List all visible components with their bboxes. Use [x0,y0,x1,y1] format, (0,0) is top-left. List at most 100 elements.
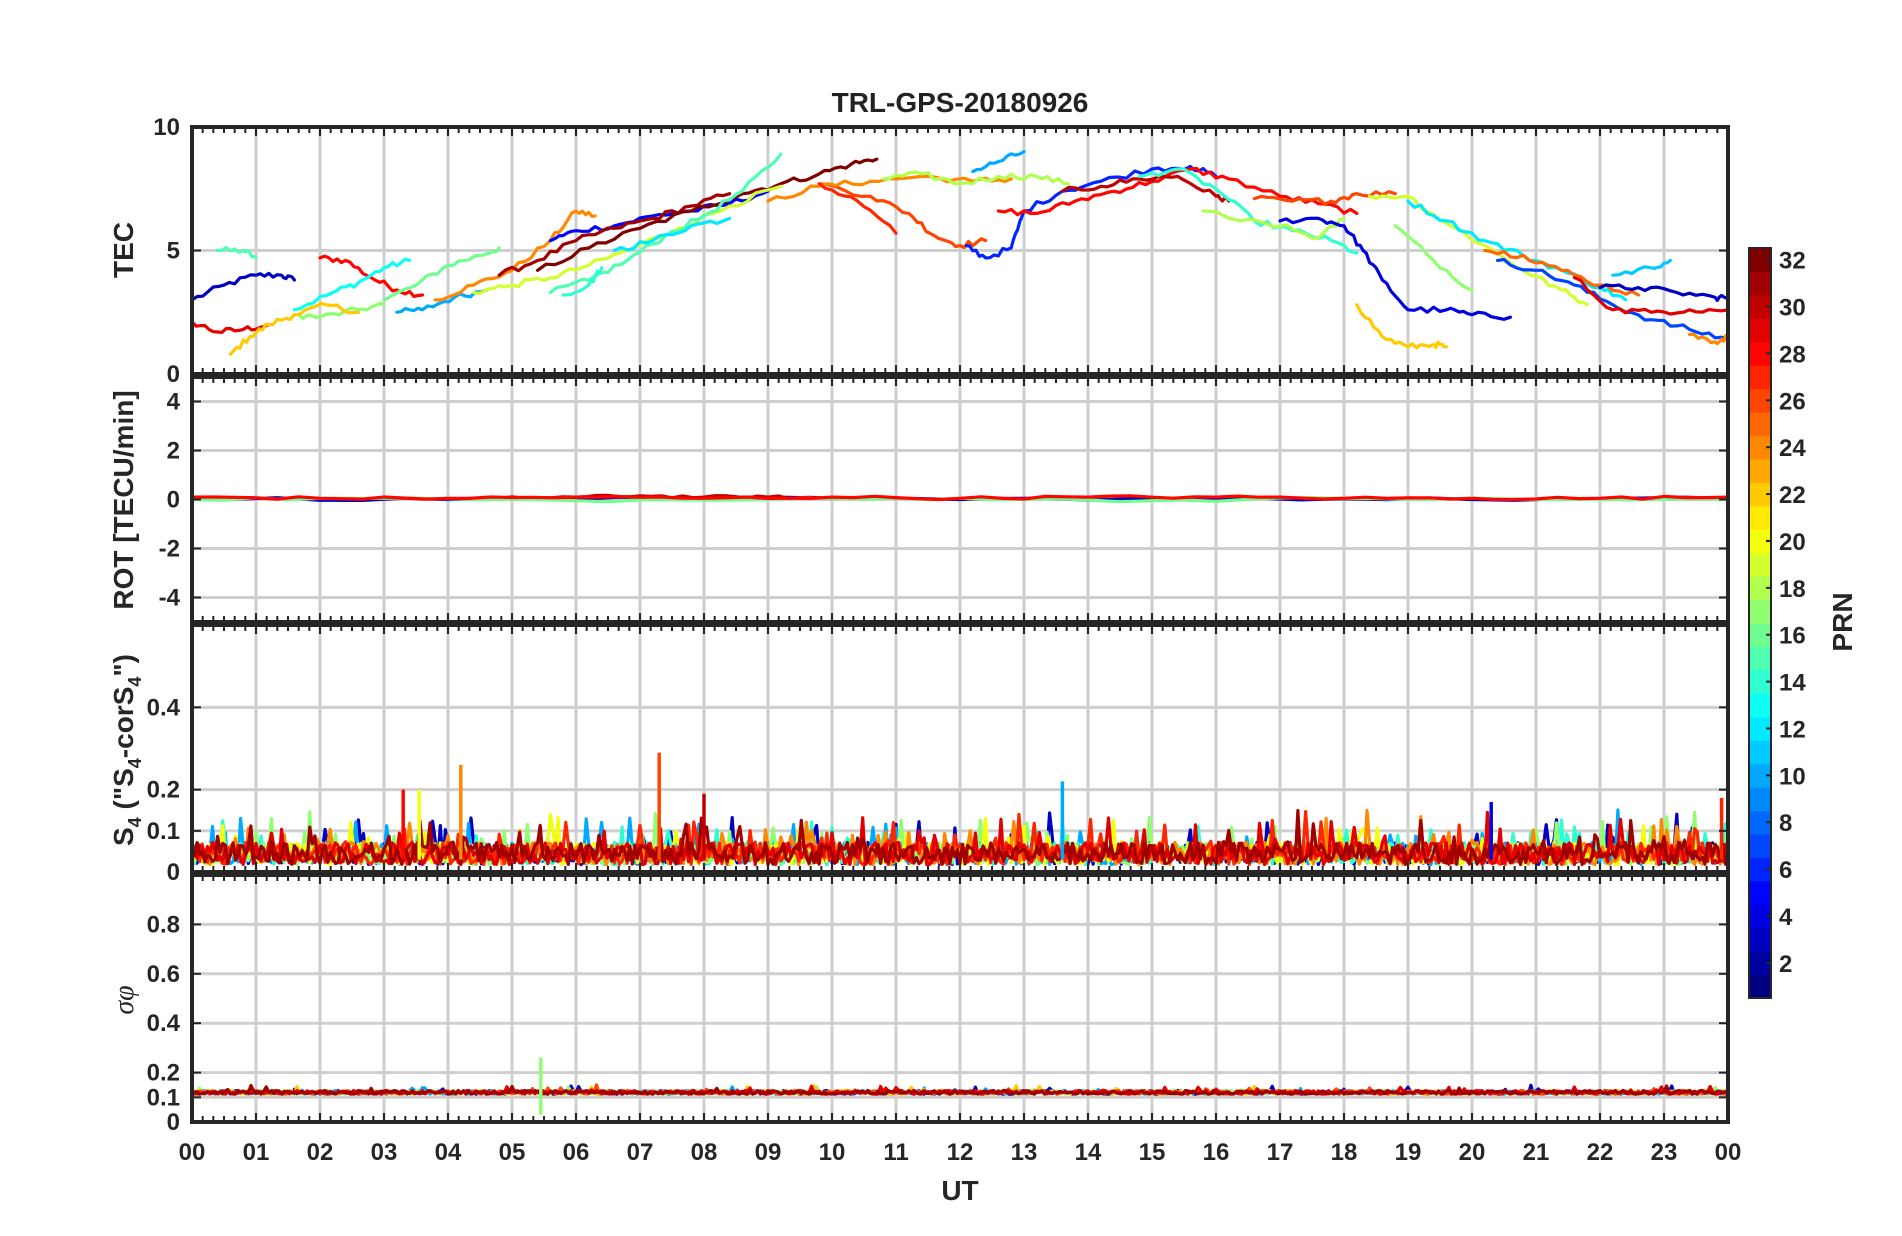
s4-ylabel: S4 ("S4-corS4") [108,654,145,846]
x-minor-ticks [191,625,1729,873]
sigma-phi-panel: 00.10.2 0.4 0.6 0.8 [147,873,1730,1136]
series-line [191,494,1729,502]
s4-ylabel-part: ") [108,654,139,677]
series-line [318,254,424,298]
colorbar-band [1749,599,1771,624]
colorbar-tick-label: 10 [1779,763,1806,790]
y-tick-label: 0.2 [147,777,180,804]
x-tick-label: 06 [563,1139,590,1166]
y-tick-label: 4 [167,389,181,416]
x-tick-label: 03 [371,1139,398,1166]
s4-ylabel-sub: 4 [125,817,145,827]
grid [190,875,1730,1122]
colorbar-band [1749,505,1771,530]
colorbar-band [1749,341,1771,366]
colorbar-band [1749,529,1771,554]
colorbar-tick-label: 8 [1779,810,1792,837]
y-tick-label: 0.1 [147,1084,180,1111]
x-tick-label: 22 [1587,1139,1614,1166]
y-tick-label: 0.6 [147,961,180,988]
colorbar-label: PRN [1827,592,1858,651]
s4-ylabel-part: -corS [108,687,139,759]
x-tick-label: 01 [243,1139,270,1166]
x-tick-label: 15 [1139,1139,1166,1166]
colorbar-band [1749,740,1771,765]
colorbar-band [1749,787,1771,812]
colorbar-band [1749,880,1771,905]
colorbar-band [1749,623,1771,648]
s4-ylabel-sub: 4 [125,758,145,768]
series-group [191,150,1729,356]
tec-ylabel: TEC [108,222,139,278]
x-tick-label: 11 [883,1139,908,1166]
colorbar-band [1749,716,1771,741]
colorbar-band [1749,669,1771,694]
rot-ylabel: ROT [TECU/min] [108,390,139,609]
colorbar-band [1749,552,1771,577]
x-tick-label: 16 [1203,1139,1230,1166]
chart-title: TRL-GPS-20180926 [832,87,1089,118]
series-line [228,301,360,356]
colorbar-tick-label: 32 [1779,248,1806,275]
x-tick-labels: 00 01 02 03 04 05 06 07 08 09 10 11 12 13 14 15 16 17 18 19… [179,1139,1742,1166]
x-tick-label: 12 [947,1139,974,1166]
series-group [191,752,1729,867]
series-line [548,189,770,243]
colorbar-band [1749,318,1771,343]
y-tick-label: 0.4 [147,1010,181,1037]
series-line [536,157,879,272]
colorbar-band [1749,904,1771,929]
x-tick-label: 21 [1523,1139,1550,1166]
x-minor-ticks [191,875,1729,1123]
rot-panel: -4 -2 0 2 4 [159,375,1730,624]
y-tick-label: 2 [167,438,180,465]
x-tick-label: 05 [499,1139,526,1166]
series-group [191,1057,1729,1115]
y-tick-label: 0.8 [147,911,180,938]
noise-series [191,1083,1729,1096]
s4-ylabel-sub: 4 [125,677,145,687]
colorbar-frame [1748,247,1772,999]
x-tick-label: 17 [1267,1139,1294,1166]
colorbar-tick-label: 20 [1779,529,1806,556]
series-line [561,266,604,297]
y-tick-label: 0 [167,859,180,886]
colorbar-band [1749,693,1771,718]
series-line [1598,283,1729,302]
series-line [1201,209,1346,240]
series-line [1483,248,1640,297]
colorbar-tick-label: 24 [1779,435,1806,462]
series-line [1611,258,1672,277]
series-line [1496,257,1729,341]
y-tick-label: 0.2 [147,1060,180,1087]
colorbar-band [1749,646,1771,671]
s4-ylabel-part: S [108,827,139,846]
series-line [1393,224,1474,292]
y-tick-label: 10 [153,114,180,141]
series-line [1688,332,1729,346]
x-minor-ticks [191,377,1729,622]
series-line [1572,276,1729,316]
s4-ylabel-part: ("S [108,768,139,817]
tec-panel: 0 5 10 [153,114,1730,388]
series-line [1368,194,1589,307]
series-line [433,209,597,302]
series-group [191,493,1729,504]
series-line [191,271,296,302]
x-tick-label: 13 [1011,1139,1038,1166]
colorbar-band [1749,248,1771,273]
x-tick-label: 02 [307,1139,334,1166]
series-line [497,192,732,277]
colorbar-band [1749,763,1771,788]
colorbar-band [1749,974,1771,999]
colorbar-tick-label: 12 [1779,716,1806,743]
colorbar-tick-label: 18 [1779,576,1806,603]
colorbar-tick-label: 14 [1779,670,1806,697]
colorbar-band [1749,435,1771,460]
y-tick-label: 0 [167,487,180,514]
x-tick-label: 00 [179,1139,206,1166]
y-tick-label: 0 [167,1109,180,1136]
x-tick-label: 04 [435,1139,462,1166]
series-line [612,216,732,253]
